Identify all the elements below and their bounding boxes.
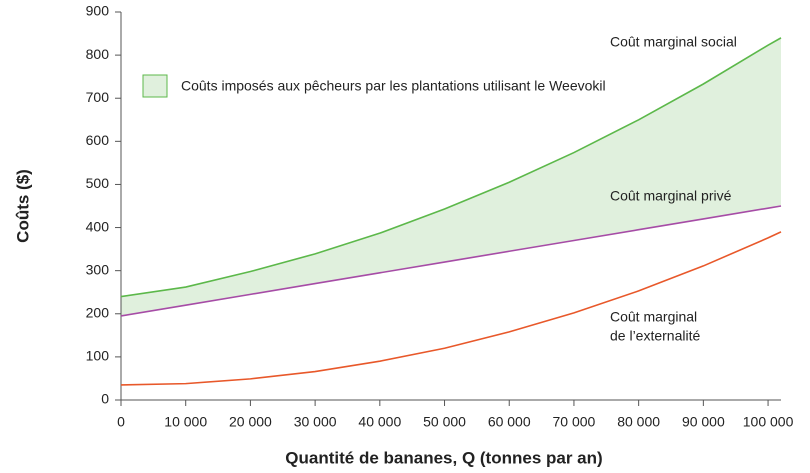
x-tick-label: 10 000: [164, 414, 207, 430]
y-tick-label: 300: [86, 261, 110, 277]
y-tick-label: 200: [86, 304, 110, 320]
y-tick-label: 500: [86, 175, 110, 191]
y-axis-title: Coûts ($): [13, 169, 32, 243]
x-axis-title: Quantité de bananes, Q (tonnes par an): [285, 448, 602, 467]
line: [120, 205, 782, 317]
x-tick-label: 60 000: [488, 414, 531, 430]
series-label: Coût marginal social: [610, 34, 737, 50]
line: [120, 37, 782, 298]
y-tick-label: 700: [86, 89, 110, 105]
y-tick-label: 100: [86, 348, 110, 364]
y-tick-label: 0: [101, 391, 109, 407]
x-tick-label: 50 000: [423, 414, 466, 430]
series-label: Coût marginal: [610, 309, 697, 325]
x-tick-label: 0: [117, 414, 125, 430]
series-label: de l’externalité: [610, 328, 700, 344]
legend-swatch: [142, 74, 168, 98]
x-tick-label: 90 000: [682, 414, 725, 430]
y-tick-label: 900: [86, 3, 110, 19]
x-tick-label: 80 000: [617, 414, 660, 430]
x-tick-label: 20 000: [229, 414, 272, 430]
x-tick-label: 100 000: [743, 414, 794, 430]
x-tick-label: 40 000: [358, 414, 401, 430]
x-tick-label: 30 000: [294, 414, 337, 430]
y-tick-label: 400: [86, 218, 110, 234]
line: [120, 231, 782, 386]
y-tick-label: 600: [86, 132, 110, 148]
legend-label: Coûts imposés aux pêcheurs par les plant…: [181, 78, 606, 94]
series-label: Coût marginal privé: [610, 188, 732, 204]
x-tick-label: 70 000: [553, 414, 596, 430]
y-tick-label: 800: [86, 46, 110, 62]
